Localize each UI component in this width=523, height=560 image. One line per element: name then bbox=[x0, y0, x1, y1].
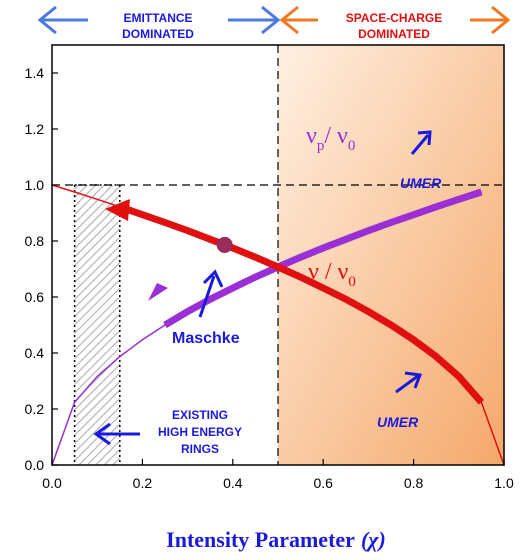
umer-upper-arrow bbox=[410, 134, 430, 155]
y-tick-label: 0.2 bbox=[25, 401, 45, 417]
existing-rings-region bbox=[74, 185, 120, 465]
nu-data-point bbox=[277, 266, 279, 268]
x-tick-label: 0.4 bbox=[223, 475, 243, 491]
series-nu-thin-line bbox=[51, 184, 505, 466]
nu-data-point bbox=[390, 324, 392, 326]
nu-data-point bbox=[412, 339, 415, 341]
nu-data-point bbox=[480, 401, 483, 404]
nu-data-point bbox=[141, 213, 144, 216]
series-nup-thin-line bbox=[51, 324, 166, 466]
space-charge-region bbox=[278, 45, 504, 465]
x-tick-label: 0.8 bbox=[404, 475, 424, 491]
nu-data-point bbox=[164, 221, 166, 224]
space-charge-label-line1: SPACE-CHARGE bbox=[346, 11, 442, 25]
umer-lower-label: UMER bbox=[377, 414, 419, 430]
umer-lower-arrow bbox=[395, 374, 419, 394]
x-axis-ticks: 0.0 0.2 0.4 0.6 0.8 1.0 bbox=[42, 459, 514, 491]
nup-data-point bbox=[435, 206, 438, 208]
space-charge-arrowhead-right bbox=[491, 5, 511, 35]
y-tick-label: 1.0 bbox=[25, 177, 45, 193]
emittance-arrowhead-left bbox=[37, 5, 57, 35]
nup-data-point bbox=[164, 324, 166, 326]
nup-data-point bbox=[119, 355, 121, 358]
maschke-point bbox=[216, 236, 233, 253]
umer-lower-arrowhead bbox=[404, 371, 423, 389]
nup-data-point bbox=[299, 256, 302, 259]
nu-data-point bbox=[367, 310, 370, 313]
nup-data-point bbox=[96, 375, 98, 378]
x-axis-title: Intensity Parameter (χ) bbox=[166, 527, 386, 552]
nu-data-point bbox=[209, 238, 211, 241]
nu-data-point bbox=[73, 191, 76, 193]
nup-series-label: νp/ ν0 bbox=[306, 123, 355, 154]
y-tick-label: 0.6 bbox=[25, 289, 45, 305]
y-tick-label: 1.4 bbox=[25, 65, 45, 81]
nu-data-point bbox=[186, 229, 189, 232]
nu-data-point bbox=[254, 256, 257, 259]
nup-data-point bbox=[209, 298, 211, 301]
umer-upper-arrowhead bbox=[417, 130, 432, 146]
existing-rings-line2: HIGH ENERGY bbox=[158, 425, 242, 439]
y-tick-label: 0.0 bbox=[25, 457, 45, 473]
space-charge-arrowhead-left bbox=[279, 5, 299, 35]
y-axis-ticks: 0.0 0.2 0.4 0.6 0.8 1.0 1.2 1.4 bbox=[25, 65, 58, 473]
nu-data-point bbox=[458, 375, 460, 378]
nup-data-point bbox=[412, 213, 415, 216]
nu-data-point bbox=[96, 198, 98, 201]
umer-upper-label: UMER bbox=[400, 175, 442, 191]
x-tick-label: 0.6 bbox=[313, 475, 333, 491]
emittance-label-line1: EMITTANCE bbox=[123, 11, 192, 25]
y-tick-label: 1.2 bbox=[25, 121, 45, 137]
existing-rings-line3: RINGS bbox=[181, 442, 219, 456]
nup-data-point bbox=[232, 287, 234, 289]
space-charge-label-line2: DOMINATED bbox=[358, 27, 430, 41]
nup-data-point bbox=[458, 198, 460, 201]
x-tick-label: 0.0 bbox=[42, 475, 62, 491]
x-tick-label: 0.2 bbox=[133, 475, 153, 491]
emittance-arrowhead-right bbox=[261, 5, 281, 35]
nu-data-point bbox=[299, 276, 302, 278]
nup-data-point bbox=[367, 229, 370, 232]
nup-data-point bbox=[322, 247, 325, 249]
nu-data-point bbox=[322, 287, 325, 289]
x-tick-label: 1.0 bbox=[494, 475, 514, 491]
existing-rings-arrowhead bbox=[93, 422, 111, 446]
nup-data-point bbox=[254, 276, 257, 278]
nu-data-point bbox=[345, 298, 347, 301]
maschke-arrowhead bbox=[202, 269, 224, 288]
nup-data-point bbox=[345, 238, 347, 241]
nup-data-point bbox=[390, 221, 392, 224]
nup-arrowhead bbox=[148, 283, 168, 301]
maschke-label: Maschke bbox=[172, 330, 240, 347]
y-tick-label: 0.8 bbox=[25, 233, 45, 249]
nup-data-point bbox=[186, 310, 189, 313]
emittance-label-line2: DOMINATED bbox=[122, 27, 194, 41]
maschke-arrow bbox=[198, 275, 216, 318]
plot-frame bbox=[51, 44, 505, 466]
nu-series-label: ν / ν0 bbox=[308, 259, 356, 290]
y-tick-label: 0.4 bbox=[25, 345, 45, 361]
nup-data-point bbox=[141, 339, 144, 341]
nu-arrowhead bbox=[105, 199, 130, 221]
existing-rings-line1: EXISTING bbox=[172, 408, 228, 422]
nu-data-point bbox=[232, 247, 234, 249]
nu-data-point bbox=[435, 355, 438, 358]
nup-data-point bbox=[480, 191, 483, 193]
nup-data-point bbox=[73, 401, 76, 404]
